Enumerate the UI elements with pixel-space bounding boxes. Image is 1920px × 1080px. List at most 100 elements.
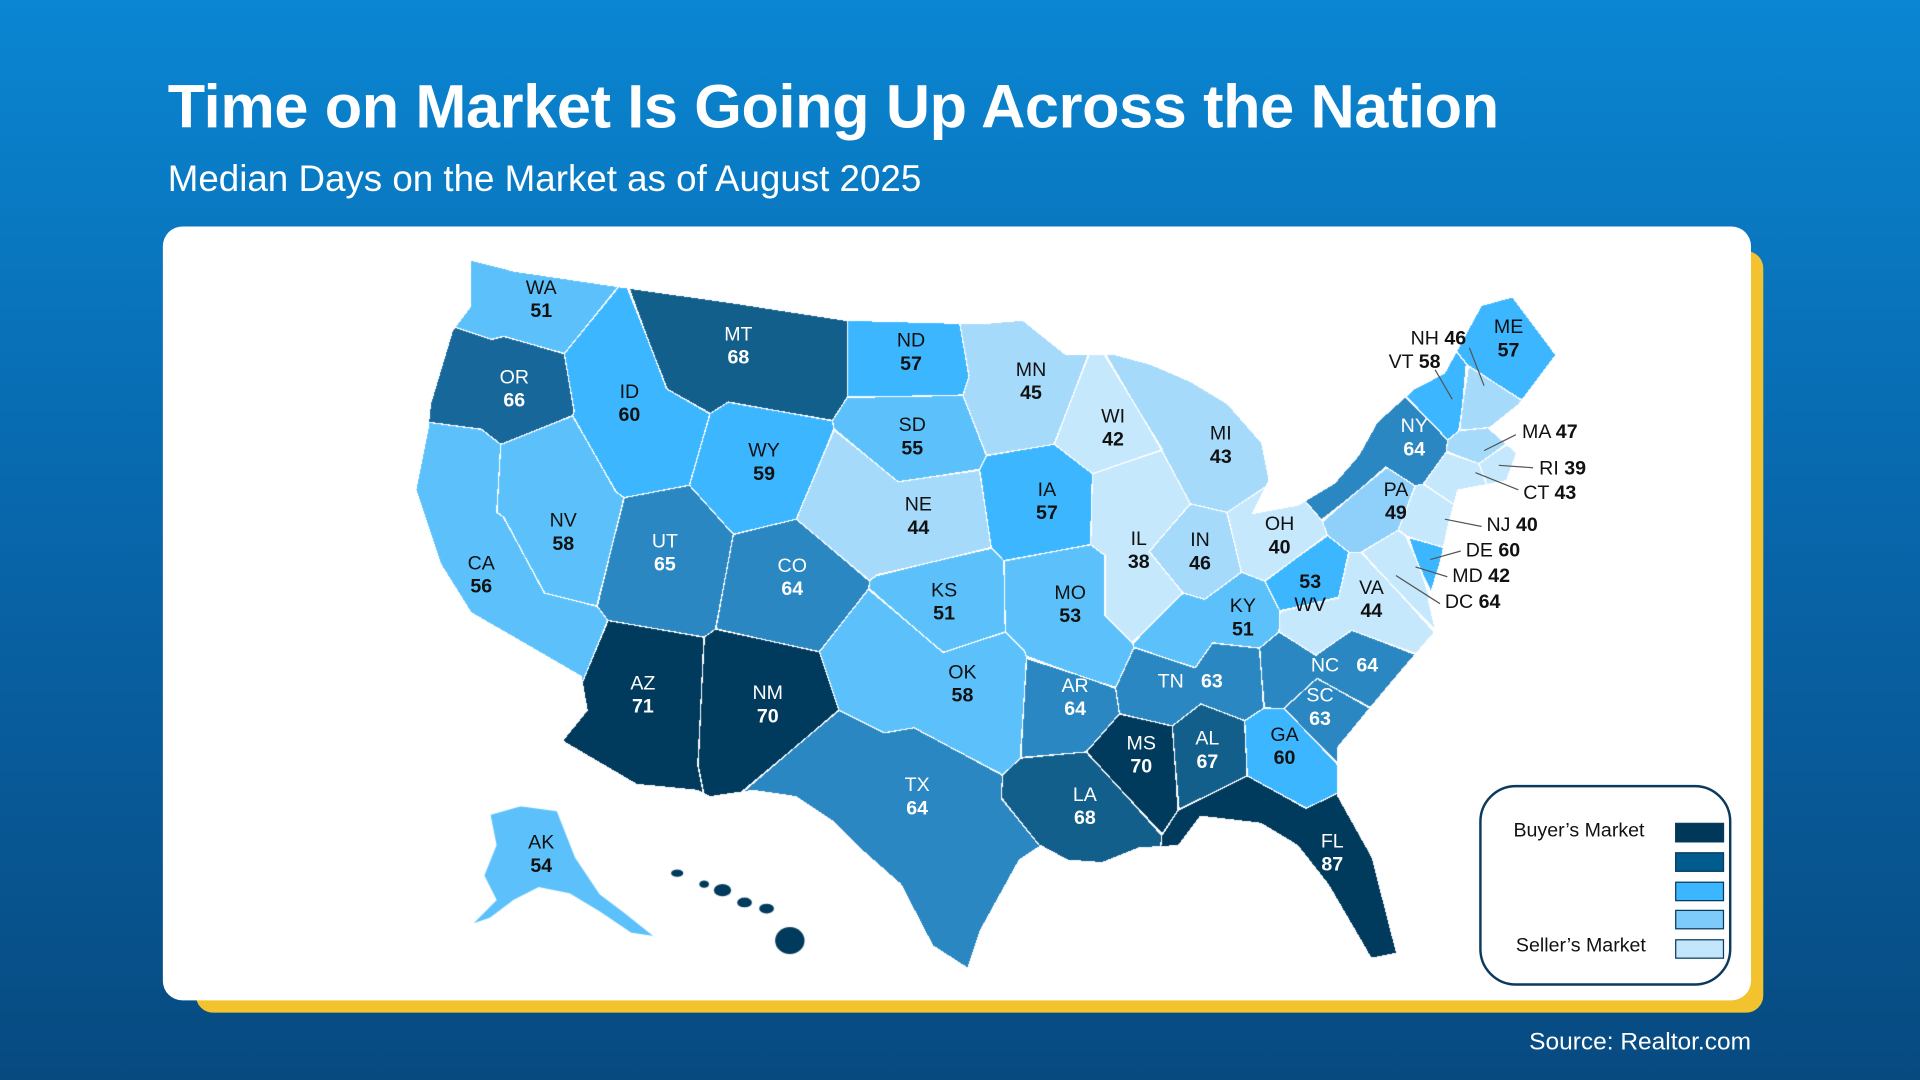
- state-label-ky: KY 51: [1230, 595, 1256, 642]
- state-value: 51: [1231, 619, 1254, 641]
- state-value: 60: [1273, 748, 1296, 769]
- state-label-la: LA 68: [1073, 784, 1097, 831]
- state-code: OR: [499, 367, 529, 389]
- state-label-sc: SC 63: [1306, 684, 1333, 731]
- state-code: MT: [724, 324, 753, 346]
- state-label-wa: WA 51: [526, 277, 557, 324]
- state-code: NC: [1310, 655, 1340, 677]
- state-code: TN: [1157, 671, 1184, 693]
- state-value: 45: [1020, 383, 1042, 405]
- state-label-ar: AR 64: [1061, 675, 1088, 722]
- state-label-id: ID 60: [618, 381, 640, 428]
- state-code: AZ: [630, 673, 656, 695]
- state-label-al: AL 67: [1195, 727, 1219, 774]
- state-value: 59: [753, 464, 775, 485]
- state-code: IA: [1037, 480, 1057, 501]
- state-value: 42: [1488, 566, 1510, 588]
- state-code: NV: [549, 510, 577, 532]
- state-value: 53: [1299, 571, 1322, 593]
- state-label-nd: ND 57: [897, 329, 925, 376]
- state-value: 57: [1036, 503, 1058, 525]
- state-code: DE: [1465, 540, 1493, 562]
- state-label-pa: PA 49: [1384, 479, 1409, 526]
- state-value: 56: [470, 576, 493, 598]
- legend-swatch-1: [1675, 822, 1725, 843]
- state-value: 44: [1360, 601, 1383, 623]
- state-code: PA: [1383, 480, 1409, 501]
- state-value: 40: [1515, 514, 1538, 536]
- state-code: SC: [1306, 685, 1334, 707]
- state-value: 58: [951, 685, 974, 707]
- state-value: 63: [1309, 708, 1331, 730]
- state-label-wi: WI 42: [1101, 405, 1125, 452]
- state-code: WY: [748, 440, 780, 462]
- state-code: IL: [1130, 528, 1147, 550]
- state-code: RI: [1539, 458, 1559, 480]
- state-code: DC: [1444, 592, 1474, 613]
- state-code: MS: [1126, 733, 1156, 755]
- state-value: 51: [933, 603, 955, 625]
- state-code: CA: [467, 553, 495, 575]
- state-code: NY: [1400, 416, 1428, 438]
- legend-swatch-5: [1675, 939, 1725, 959]
- state-value: 51: [530, 301, 553, 323]
- state-value: 57: [1497, 340, 1520, 362]
- legend: Buyer’s Market Seller’s Market: [1479, 784, 1732, 986]
- state-value: 70: [1130, 756, 1153, 778]
- state-value: 68: [727, 347, 750, 369]
- state-value: 58: [1418, 352, 1441, 373]
- state-callout-dc: DC 64: [1445, 591, 1501, 614]
- state-label-ga: GA 60: [1270, 724, 1298, 771]
- state-value: 67: [1196, 751, 1219, 773]
- state-value: 58: [552, 533, 575, 555]
- state-label-tx: TX 64: [905, 774, 930, 821]
- state-value: 87: [1321, 854, 1344, 876]
- state-value: 38: [1127, 552, 1150, 574]
- state-code: FL: [1320, 831, 1344, 853]
- state-value: 64: [1064, 699, 1086, 721]
- state-label-fl: FL 87: [1321, 830, 1344, 877]
- state-value: 64: [781, 579, 804, 601]
- state-value: 63: [1200, 671, 1223, 693]
- state-value: 39: [1564, 458, 1587, 480]
- state-value: 46: [1189, 553, 1211, 575]
- state-callout-md: MD 42: [1452, 565, 1510, 588]
- state-label-ut: UT 65: [652, 530, 678, 577]
- state-label-co: CO 64: [778, 555, 807, 602]
- state-value: 53: [1059, 606, 1082, 627]
- state-code: VT: [1388, 352, 1414, 373]
- state-label-hi: HI 88: [714, 899, 736, 946]
- state-value: 68: [1074, 808, 1096, 829]
- state-label-wv: 53 WV: [1294, 571, 1326, 618]
- state-value: 47: [1555, 421, 1578, 443]
- state-callout-nh: NH 46: [1411, 328, 1467, 351]
- state-code: AK: [528, 832, 555, 854]
- state-value: 46: [1444, 328, 1467, 350]
- state-value: 43: [1554, 483, 1577, 504]
- state-label-in: IN 46: [1189, 529, 1211, 576]
- source-note: Source: Realtor.com: [1529, 1028, 1752, 1056]
- state-value: 64: [906, 798, 929, 820]
- state-code: KY: [1229, 596, 1256, 618]
- state-code: CT: [1523, 483, 1550, 504]
- state-label-tn: TN 63: [1158, 670, 1223, 693]
- state-value: 54: [530, 855, 553, 877]
- state-label-mo: MO 53: [1054, 582, 1086, 629]
- state-label-oh: OH 40: [1265, 513, 1294, 560]
- page-title: Time on Market Is Going Up Across the Na…: [167, 72, 1499, 141]
- state-code: CO: [777, 555, 807, 577]
- state-label-me: ME 57: [1494, 316, 1523, 363]
- legend-swatch-4: [1675, 909, 1725, 930]
- legend-swatch-2: [1675, 852, 1725, 872]
- state-label-az: AZ 71: [630, 672, 655, 719]
- state-value: 64: [1356, 655, 1379, 677]
- state-code: MN: [1015, 360, 1047, 381]
- state-label-nm: NM 70: [753, 682, 783, 729]
- state-label-nc: NC 64: [1311, 654, 1378, 677]
- state-code: ME: [1493, 317, 1524, 338]
- state-value: 70: [756, 706, 779, 728]
- state-value: 44: [907, 517, 930, 539]
- state-code: TX: [904, 775, 930, 796]
- state-value: 57: [900, 353, 922, 375]
